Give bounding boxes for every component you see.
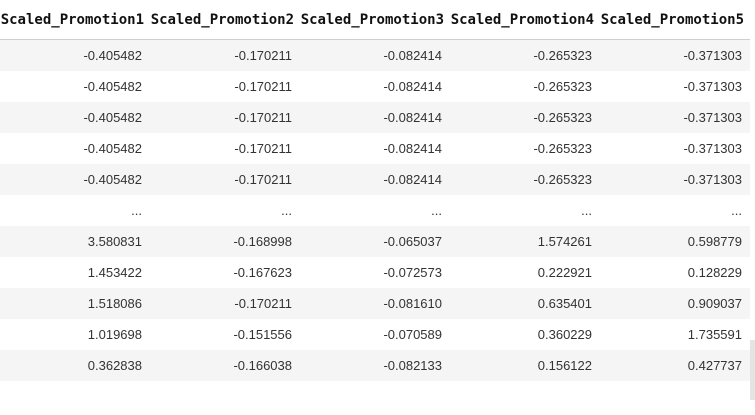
table-cell: -0.170211 [150,133,300,164]
table-cell: 0.635401 [450,288,600,319]
table-cell: -0.082414 [300,71,450,102]
table-cell: -0.405482 [0,133,150,164]
table-cell: -0.082133 [300,350,450,381]
table-cell: -0.170211 [150,71,300,102]
column-header: Scaled_Promotion2 [150,0,300,40]
table-row: 3.580831 -0.168998 -0.065037 1.574261 0.… [0,226,750,257]
table-cell: -0.065037 [300,226,450,257]
table-cell: -0.405482 [0,71,150,102]
dataframe-table: Scaled_Promotion1 Scaled_Promotion2 Scal… [0,0,750,381]
ellipsis-cell: ... [300,195,450,226]
table-cell: 0.360229 [450,319,600,350]
table-row: -0.405482 -0.170211 -0.082414 -0.265323 … [0,102,750,133]
table-cell: 0.222921 [450,257,600,288]
table-cell: -0.072573 [300,257,450,288]
scrollbar-thumb[interactable] [750,340,755,400]
table-row: 0.362838 -0.166038 -0.082133 0.156122 0.… [0,350,750,381]
table-cell: -0.170211 [150,288,300,319]
table-row: 1.518086 -0.170211 -0.081610 0.635401 0.… [0,288,750,319]
table-cell: 0.598779 [600,226,750,257]
table-cell: -0.371303 [600,102,750,133]
table-row: -0.405482 -0.170211 -0.082414 -0.265323 … [0,164,750,195]
table-cell: -0.168998 [150,226,300,257]
table-cell: 1.574261 [450,226,600,257]
column-header: Scaled_Promotion4 [450,0,600,40]
dataframe-output: Scaled_Promotion1 Scaled_Promotion2 Scal… [0,0,750,381]
column-header: Scaled_Promotion1 [0,0,150,40]
table-cell: -0.170211 [150,39,300,71]
table-cell: -0.081610 [300,288,450,319]
table-cell: -0.170211 [150,102,300,133]
table-row: -0.405482 -0.170211 -0.082414 -0.265323 … [0,39,750,71]
table-cell: -0.265323 [450,71,600,102]
table-cell: -0.151556 [150,319,300,350]
table-cell: 0.156122 [450,350,600,381]
ellipsis-cell: ... [600,195,750,226]
table-cell: 0.128229 [600,257,750,288]
table-cell: -0.265323 [450,133,600,164]
table-cell: -0.405482 [0,39,150,71]
table-cell: 1.453422 [0,257,150,288]
table-row: -0.405482 -0.170211 -0.082414 -0.265323 … [0,71,750,102]
table-cell: -0.082414 [300,102,450,133]
table-cell: -0.371303 [600,39,750,71]
table-cell: -0.265323 [450,102,600,133]
table-cell: -0.265323 [450,39,600,71]
table-row: 1.453422 -0.167623 -0.072573 0.222921 0.… [0,257,750,288]
table-cell: -0.166038 [150,350,300,381]
table-row: 1.019698 -0.151556 -0.070589 0.360229 1.… [0,319,750,350]
table-cell: 1.518086 [0,288,150,319]
table-cell: -0.371303 [600,164,750,195]
ellipsis-cell: ... [150,195,300,226]
table-cell: -0.167623 [150,257,300,288]
table-cell: -0.371303 [600,133,750,164]
table-cell: -0.371303 [600,71,750,102]
table-cell: -0.265323 [450,164,600,195]
vertical-scrollbar[interactable] [750,0,755,415]
table-cell: 0.362838 [0,350,150,381]
table-cell: -0.082414 [300,133,450,164]
table-cell: 0.909037 [600,288,750,319]
ellipsis-row: ... ... ... ... ... [0,195,750,226]
table-cell: 0.427737 [600,350,750,381]
table-cell: 1.735591 [600,319,750,350]
table-row: -0.405482 -0.170211 -0.082414 -0.265323 … [0,133,750,164]
table-cell: -0.405482 [0,102,150,133]
table-cell: -0.082414 [300,39,450,71]
ellipsis-cell: ... [450,195,600,226]
table-cell: -0.070589 [300,319,450,350]
table-cell: -0.082414 [300,164,450,195]
header-row: Scaled_Promotion1 Scaled_Promotion2 Scal… [0,0,750,40]
table-cell: 3.580831 [0,226,150,257]
column-header: Scaled_Promotion5 [600,0,750,40]
column-header: Scaled_Promotion3 [300,0,450,40]
table-cell: 1.019698 [0,319,150,350]
table-cell: -0.405482 [0,164,150,195]
ellipsis-cell: ... [0,195,150,226]
table-cell: -0.170211 [150,164,300,195]
